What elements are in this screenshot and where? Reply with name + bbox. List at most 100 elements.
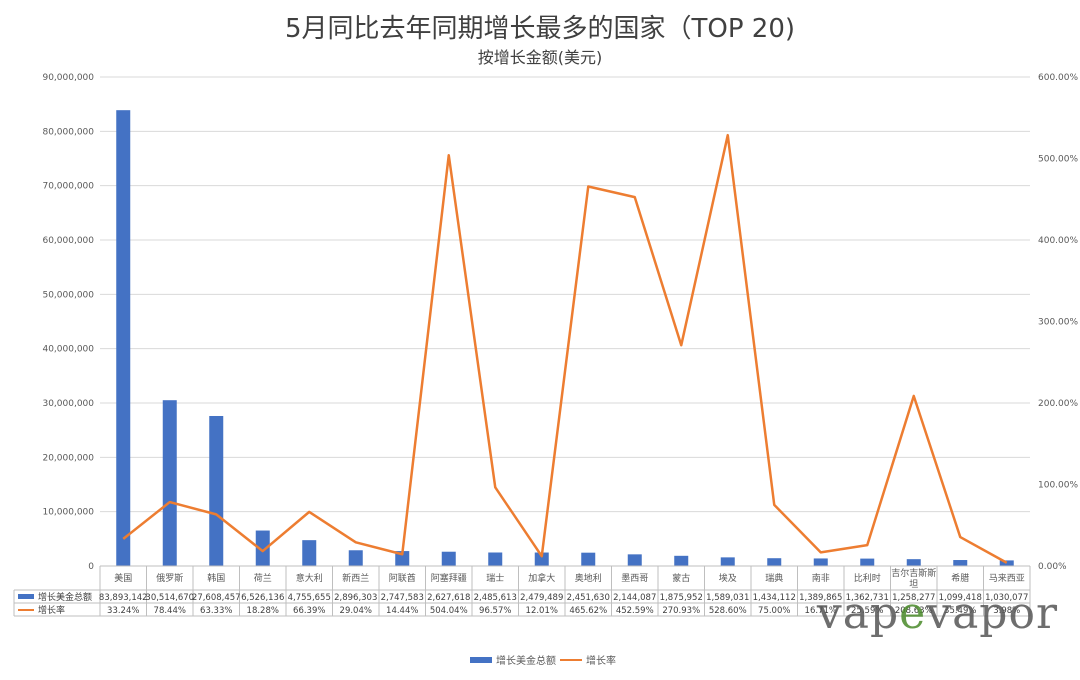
legend-label: 增长美金总额 <box>496 654 556 667</box>
bar <box>302 540 317 566</box>
data-label: 25.59% <box>851 606 883 616</box>
data-label: 2,747,583 <box>381 593 424 603</box>
data-label: 33.24% <box>107 606 139 616</box>
x-tick-label: 加拿大 <box>528 572 555 584</box>
y-right-tick-label: 100.00% <box>1038 481 1078 491</box>
data-label: 30,514,670 <box>145 593 194 603</box>
y-left-tick-label: 60,000,000 <box>42 236 94 246</box>
y-left-tick-label: 40,000,000 <box>42 345 94 355</box>
data-label: 16.71% <box>805 606 837 616</box>
bar <box>255 530 270 566</box>
bar <box>999 560 1014 566</box>
data-label: 2,896,303 <box>334 593 377 603</box>
legend-key-bars <box>18 594 34 599</box>
table-row-header: 增长率 <box>38 604 65 616</box>
y-right-tick-label: 500.00% <box>1038 155 1078 165</box>
bar <box>720 557 735 566</box>
data-label: 452.59% <box>616 606 654 616</box>
data-label: 14.44% <box>386 606 418 616</box>
data-label: 465.62% <box>569 606 607 616</box>
y-left-tick-label: 90,000,000 <box>42 73 94 83</box>
watermark-logo: vapevapor <box>816 588 1058 639</box>
growth-rate-line <box>122 133 1008 564</box>
x-tick-label: 墨西哥 <box>621 573 648 584</box>
bar <box>906 559 921 566</box>
bar <box>767 558 782 566</box>
chart-title: 5月同比去年同期增长最多的国家（TOP 20) <box>284 14 796 44</box>
bar <box>860 558 875 566</box>
data-label: 2,451,630 <box>567 593 610 603</box>
y-left-tick-label: 80,000,000 <box>42 127 94 137</box>
x-tick-label: 希腊 <box>951 572 969 584</box>
y-right-tick-label: 0.00% <box>1038 562 1067 572</box>
data-label: 2,485,613 <box>474 593 517 603</box>
x-tick-label: 蒙古 <box>672 572 690 584</box>
data-label: 1,099,418 <box>939 593 982 603</box>
bar <box>209 415 224 566</box>
x-tick-label: 坦 <box>909 579 918 590</box>
x-tick-label: 瑞士 <box>486 572 504 584</box>
y-right-tick-label: 300.00% <box>1038 318 1078 328</box>
data-label: 208.63% <box>895 606 933 616</box>
y-left-tick-label: 30,000,000 <box>42 399 94 409</box>
bar <box>534 552 549 566</box>
y-right-tick-label: 400.00% <box>1038 236 1078 246</box>
data-label: 12.01% <box>526 606 558 616</box>
data-label: 75.00% <box>758 606 790 616</box>
y-left-tick-label: 10,000,000 <box>42 508 94 518</box>
data-label: 66.39% <box>293 606 325 616</box>
y-left-tick-label: 20,000,000 <box>42 453 94 463</box>
x-tick-label: 比利时 <box>854 572 881 584</box>
x-tick-label: 阿塞拜疆 <box>431 572 467 584</box>
x-tick-label: 瑞典 <box>765 572 783 584</box>
data-label: 35.49% <box>944 606 976 616</box>
data-label: 18.28% <box>247 606 279 616</box>
data-label: 1,875,952 <box>660 593 703 603</box>
data-label: 1,362,731 <box>846 593 889 603</box>
bar <box>581 552 596 566</box>
bar <box>441 551 456 566</box>
bar <box>953 560 968 566</box>
x-tick-label: 阿联酋 <box>389 572 416 584</box>
x-tick-label: 韩国 <box>207 572 225 584</box>
data-label: 3.98% <box>993 606 1020 616</box>
data-label: 270.93% <box>662 606 700 616</box>
legend-key-bars <box>470 657 492 663</box>
data-label: 504.04% <box>430 606 468 616</box>
x-tick-label: 新西兰 <box>342 572 369 584</box>
bar <box>627 554 642 566</box>
x-tick-label: 埃及 <box>719 572 737 584</box>
x-tick-label: 意大利 <box>296 572 323 584</box>
data-label: 528.60% <box>709 606 747 616</box>
bar <box>674 555 689 566</box>
bar <box>162 400 177 566</box>
x-tick-label: 俄罗斯 <box>156 572 183 584</box>
x-tick-label: 南非 <box>812 572 830 584</box>
bar <box>348 550 363 566</box>
bar <box>395 551 410 566</box>
bar <box>116 110 131 566</box>
data-label: 6,526,136 <box>241 593 284 603</box>
data-label: 1,389,865 <box>799 593 842 603</box>
x-tick-label: 奥地利 <box>575 572 602 584</box>
bar <box>488 552 503 566</box>
data-label: 2,479,489 <box>520 593 563 603</box>
y-left-tick-label: 70,000,000 <box>42 182 94 192</box>
data-label: 4,755,655 <box>288 593 331 603</box>
bar <box>813 558 828 566</box>
x-tick-label: 荷兰 <box>254 572 272 584</box>
x-tick-label: 美国 <box>114 572 132 584</box>
data-label: 83,893,142 <box>99 593 148 603</box>
data-label: 2,144,087 <box>613 593 656 603</box>
y-left-tick-label: 50,000,000 <box>42 290 94 300</box>
legend-label: 增长率 <box>586 654 616 667</box>
data-label: 29.04% <box>340 606 372 616</box>
data-label: 1,258,277 <box>892 593 935 603</box>
x-tick-label: 吉尔吉斯斯 <box>891 567 936 579</box>
data-label: 27,608,457 <box>192 593 241 603</box>
y-right-tick-label: 600.00% <box>1038 73 1078 83</box>
table-row-header: 增长美金总额 <box>38 591 92 603</box>
data-label: 96.57% <box>479 606 511 616</box>
data-label: 1,589,031 <box>706 593 749 603</box>
